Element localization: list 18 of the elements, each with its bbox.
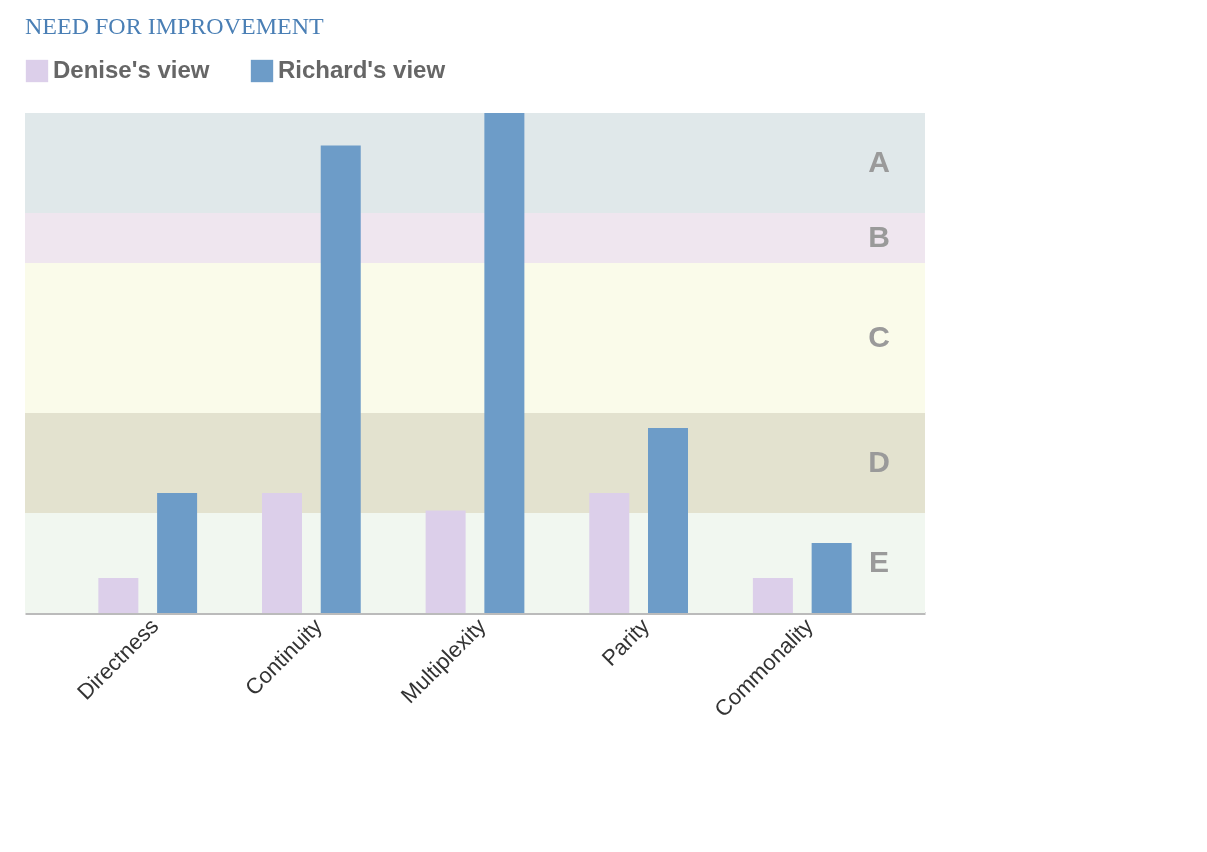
band-label: A: [868, 145, 890, 178]
band-label: D: [868, 445, 890, 478]
bar: [811, 543, 852, 613]
band-label: C: [868, 320, 890, 353]
bar: [320, 145, 361, 613]
bar: [261, 493, 302, 613]
bar: [648, 428, 689, 613]
bar: [484, 113, 525, 613]
band-label: E: [868, 545, 890, 578]
legend-label: Richard's view: [278, 56, 446, 83]
chart-title: NEED FOR IMPROVEMENT: [25, 13, 325, 39]
bar: [589, 493, 630, 613]
bar: [752, 578, 793, 613]
legend-label: Denise's view: [53, 56, 210, 83]
bar: [98, 578, 139, 613]
bar: [157, 493, 198, 613]
band-label: B: [868, 220, 890, 253]
bar: [425, 510, 466, 613]
